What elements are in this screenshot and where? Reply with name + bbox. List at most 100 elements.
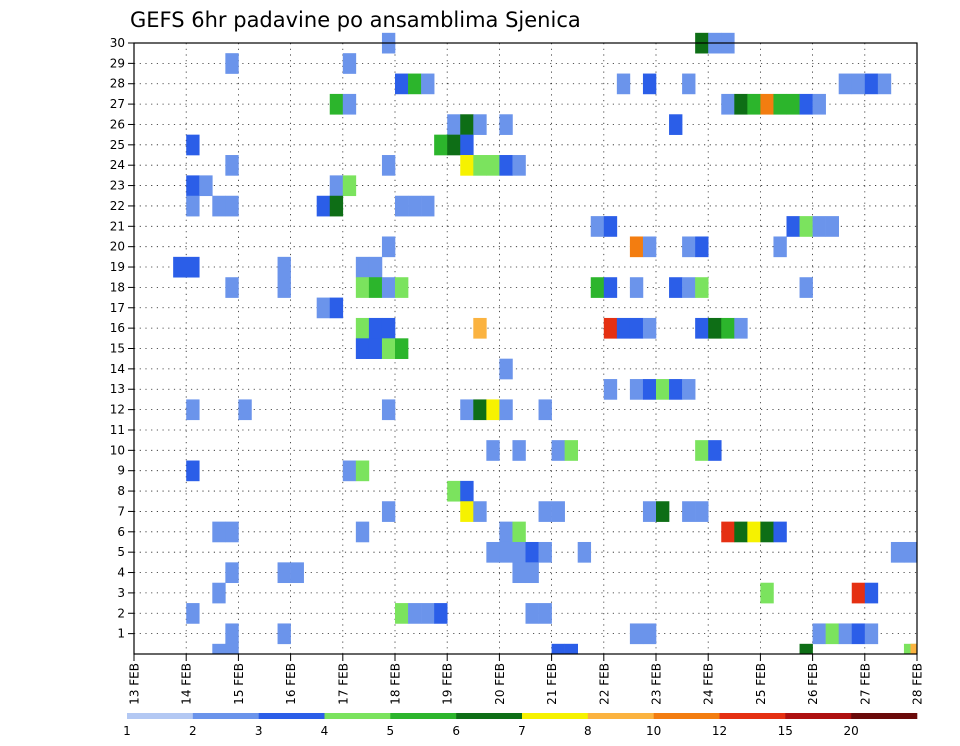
y-tick-label: 26 — [110, 117, 125, 131]
heatmap-cell — [486, 440, 500, 461]
heatmap-cell — [910, 643, 918, 655]
y-tick-label: 25 — [110, 138, 125, 152]
heatmap-cell — [682, 236, 696, 258]
y-tick-label: 10 — [110, 443, 125, 457]
colorbar-label: 8 — [584, 724, 592, 738]
heatmap-cell — [421, 195, 435, 217]
heatmap-cell — [225, 53, 239, 74]
heatmap-cell — [512, 521, 526, 543]
heatmap-cell — [799, 216, 813, 237]
colorbar-label: 12 — [712, 724, 727, 738]
heatmap-cell — [355, 460, 370, 482]
x-tick-label: 22 FEB — [597, 663, 611, 705]
heatmap-cell — [669, 114, 683, 135]
heatmap-cell — [499, 399, 513, 421]
y-axis: 1234567891011121314151617181920212223242… — [110, 36, 134, 641]
heatmap-cell — [408, 195, 422, 217]
heatmap-cell — [225, 643, 239, 655]
heatmap-cell — [864, 623, 879, 645]
heatmap-cell — [551, 643, 565, 655]
y-tick-label: 2 — [117, 606, 125, 620]
heatmap-cell — [186, 195, 200, 217]
y-tick-label: 15 — [110, 342, 125, 356]
colorbar-segment — [127, 713, 194, 719]
heatmap-cell — [381, 501, 396, 522]
heatmap-cell — [342, 175, 357, 197]
y-tick-label: 23 — [110, 179, 125, 193]
y-tick-label: 29 — [110, 56, 125, 70]
heatmap-cell — [669, 379, 683, 400]
heatmap-cell — [708, 317, 722, 339]
heatmap-cell — [290, 562, 304, 584]
heatmap-cell — [525, 541, 539, 563]
chart-title: GEFS 6hr padavine po ansamblima Sjenica — [130, 8, 581, 32]
heatmap-cell — [186, 175, 200, 197]
heatmap-cell — [447, 134, 461, 156]
x-tick-label: 17 FEB — [336, 663, 350, 705]
heatmap-cell — [551, 501, 565, 522]
colorbar-segment — [719, 713, 786, 719]
colorbar: 1 2 3 4 5 6 7 8 10 12 15 20 — [123, 713, 918, 738]
y-tick-label: 7 — [117, 504, 125, 518]
heatmap-cell — [368, 256, 383, 278]
heatmap-cell — [642, 73, 657, 95]
heatmap-cell — [329, 175, 344, 197]
heatmap-cell — [421, 603, 435, 624]
heatmap-cell — [734, 521, 748, 543]
y-tick-label: 27 — [110, 97, 125, 111]
y-tick-label: 9 — [117, 464, 125, 478]
heatmap-cell — [329, 297, 344, 319]
heatmap-cell — [421, 73, 435, 95]
heatmap-cell — [225, 195, 239, 217]
heatmap-cell — [486, 399, 500, 421]
heatmap-cell — [812, 93, 826, 115]
heatmap-cell — [499, 155, 513, 176]
y-tick-label: 20 — [110, 240, 125, 254]
heatmap-cell — [460, 134, 474, 156]
heatmap-cell — [212, 643, 226, 655]
heatmap-cell — [799, 277, 813, 298]
heatmap-cell — [825, 623, 839, 645]
heatmap-cell — [590, 277, 605, 298]
heatmap-cell — [695, 501, 709, 522]
heatmap-cell — [473, 399, 487, 421]
heatmap-cell — [551, 440, 565, 461]
x-tick-label: 20 FEB — [493, 663, 507, 705]
heatmap-cell — [225, 155, 239, 176]
heatmap-cell — [395, 195, 409, 217]
y-tick-label: 3 — [117, 586, 125, 600]
y-tick-label: 30 — [110, 36, 125, 50]
heatmap-cell — [577, 541, 592, 563]
heatmap-cell — [460, 480, 474, 502]
heatmap-cell — [629, 277, 644, 298]
heatmap-cell — [355, 338, 370, 359]
heatmap-cell — [760, 582, 774, 604]
heatmap-cell — [786, 216, 800, 237]
heatmap-cell — [408, 73, 422, 95]
heatmap-cell — [642, 236, 657, 258]
heatmap-cell — [395, 338, 409, 359]
colorbar-label: 7 — [518, 724, 526, 738]
heatmap-cell — [277, 623, 291, 645]
x-tick-label: 27 FEB — [858, 663, 872, 705]
heatmap-cell — [473, 317, 487, 339]
y-tick-label: 21 — [110, 219, 125, 233]
colorbar-segment — [785, 713, 852, 719]
heatmap-cell — [473, 155, 487, 176]
heatmap-cell — [525, 603, 539, 624]
heatmap-cell — [734, 93, 748, 115]
heatmap-cell — [734, 317, 748, 339]
heatmap-cell — [512, 541, 526, 563]
heatmap-cell — [355, 277, 370, 298]
heatmap-cell — [186, 603, 200, 624]
heatmap-cell — [656, 379, 670, 400]
heatmap-cell — [473, 114, 487, 135]
heatmap-cell — [395, 603, 409, 624]
heatmap-cell — [695, 277, 709, 298]
heatmap-cell — [342, 460, 357, 482]
colorbar-label: 3 — [255, 724, 263, 738]
heatmap-cell — [512, 562, 526, 584]
colorbar-label: 5 — [386, 724, 394, 738]
heatmap-cell — [342, 53, 357, 74]
